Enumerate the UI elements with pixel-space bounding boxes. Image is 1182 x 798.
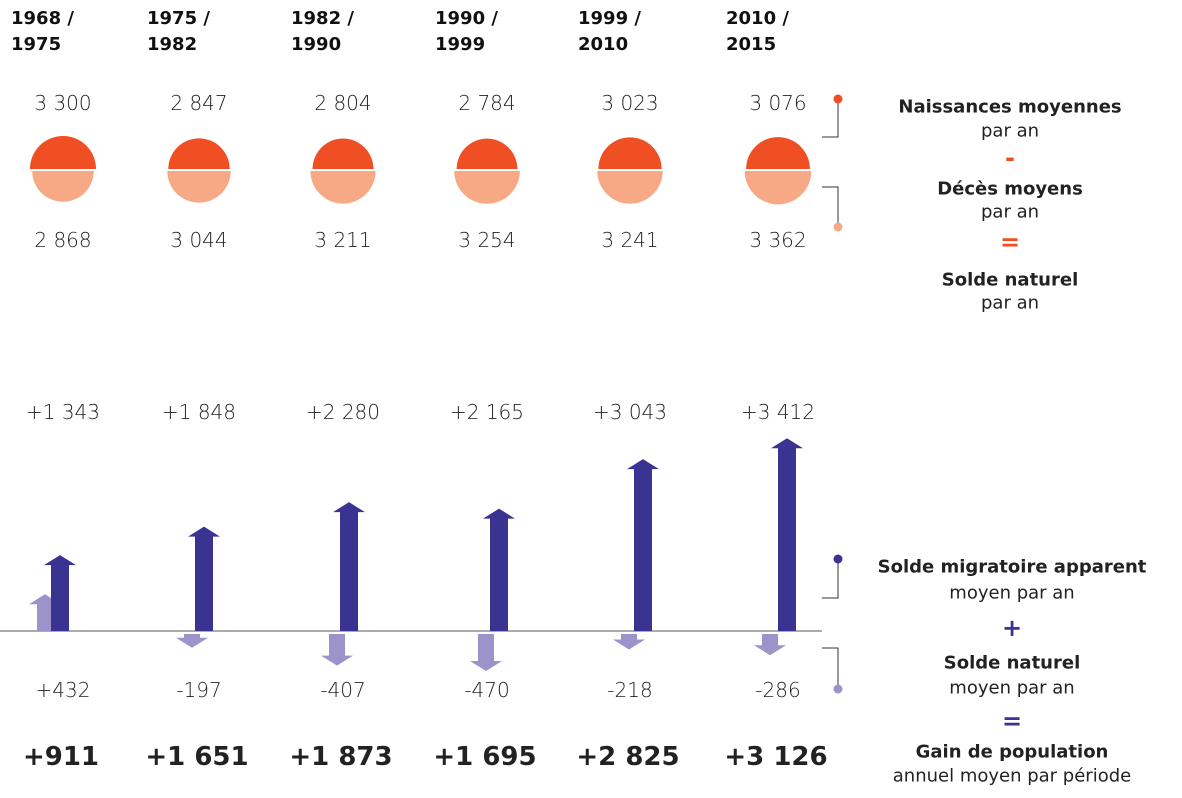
period-label: 2010 / 2015: [726, 8, 789, 55]
births-half-disc: [29, 135, 97, 169]
natural-arrow: [470, 634, 502, 671]
deaths-label: 2 868: [34, 228, 92, 252]
migration-label: +2 165: [449, 400, 525, 424]
deaths-label: 3 044: [170, 228, 228, 252]
total-label: +3 126: [724, 742, 828, 772]
migration-arrow: [44, 555, 76, 631]
migration-label: +1 343: [25, 400, 101, 424]
legend-note: par an: [980, 292, 1040, 314]
total-label: +911: [22, 742, 100, 772]
deaths-half-disc: [744, 171, 812, 205]
natural-label: -470: [464, 678, 510, 702]
migration-arrow: [483, 508, 515, 631]
natural-arrow: [754, 634, 786, 656]
births-label: 3 300: [34, 91, 92, 115]
births-label: 2 804: [314, 91, 372, 115]
total-label: +1 651: [145, 742, 249, 772]
legend-name: Naissances moyennes: [898, 96, 1122, 118]
legend-dot: [833, 554, 843, 564]
migration-arrow: [188, 526, 220, 631]
migration-arrow: [627, 459, 659, 631]
deaths-half-disc: [454, 171, 520, 204]
births-half-disc: [312, 138, 374, 169]
period-label: 1975 / 1982: [147, 8, 210, 55]
legend-note: moyen par an: [949, 582, 1075, 604]
legend-brackets: [822, 100, 839, 688]
legend-dot: [833, 94, 843, 104]
natural-label: -218: [607, 678, 653, 702]
natural-label: -286: [755, 678, 801, 702]
legend-name: Solde migratoire apparent: [877, 556, 1147, 578]
legend-name: Décès moyens: [937, 178, 1083, 200]
births-label: 2 847: [170, 91, 228, 115]
deaths-half-disc: [32, 171, 94, 202]
deaths-label: 3 241: [601, 228, 659, 252]
bracket: [822, 560, 839, 599]
births-half-disc: [598, 137, 662, 169]
legend-name: Solde naturel: [943, 652, 1081, 674]
period-label: 1999 / 2010: [578, 8, 641, 55]
bracket: [822, 186, 839, 226]
legend-note: annuel moyen par période: [892, 765, 1132, 787]
births-half-disc: [456, 138, 518, 169]
bracket: [822, 100, 839, 138]
total-label: +2 825: [576, 742, 680, 772]
legend-operator: =: [999, 228, 1021, 256]
legend-operator: =: [1001, 707, 1023, 735]
natural-arrow: [176, 634, 208, 648]
legend-note: par an: [980, 201, 1040, 223]
births-label: 2 784: [458, 91, 516, 115]
natural-label: +432: [35, 678, 91, 702]
births-label: 3 023: [601, 91, 659, 115]
total-label: +1 873: [289, 742, 393, 772]
period-label: 1968 / 1975: [11, 8, 74, 55]
legend-operator: -: [1005, 144, 1015, 172]
legend-dot: [833, 222, 843, 232]
legend-operator: +: [1001, 614, 1023, 642]
births-half-disc: [168, 138, 230, 169]
deaths-half-disc: [597, 171, 663, 204]
deaths-half-disc: [310, 171, 376, 204]
deaths-half-disc: [167, 171, 231, 203]
migration-arrow: [771, 438, 803, 631]
total-label: +1 695: [433, 742, 537, 772]
migration-label: +1 848: [161, 400, 237, 424]
legend-dot: [833, 684, 843, 694]
natural-label: -197: [176, 678, 222, 702]
deaths-label: 3 362: [749, 228, 807, 252]
deaths-label: 3 254: [458, 228, 516, 252]
period-label: 1990 / 1999: [435, 8, 498, 55]
legend-name: Gain de population: [915, 741, 1109, 763]
legend-note: moyen par an: [949, 677, 1075, 699]
natural-arrow: [613, 634, 645, 650]
legend-name: Solde naturel: [941, 269, 1079, 291]
migration-label: +2 280: [305, 400, 381, 424]
births-label: 3 076: [749, 91, 807, 115]
bracket: [822, 647, 839, 688]
legend-note: par an: [980, 120, 1040, 142]
migration-arrow: [333, 502, 365, 631]
births-half-disc: [746, 137, 810, 169]
migration-label: +3 043: [592, 400, 668, 424]
migration-label: +3 412: [740, 400, 816, 424]
natural-arrow: [321, 634, 353, 666]
natural-label: -407: [320, 678, 366, 702]
period-label: 1982 / 1990: [291, 8, 354, 55]
deaths-label: 3 211: [314, 228, 372, 252]
